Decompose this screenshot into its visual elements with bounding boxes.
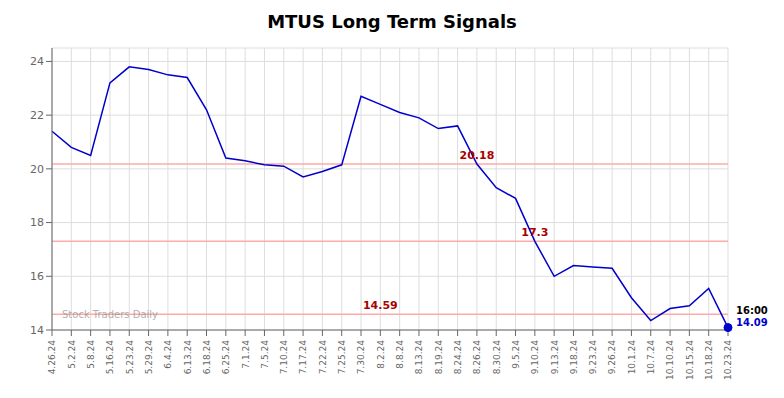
svg-text:6.18.24: 6.18.24 [202,340,212,375]
svg-text:5.29.24: 5.29.24 [144,340,154,375]
svg-text:20: 20 [30,163,44,176]
svg-text:6.25.24: 6.25.24 [221,340,231,375]
svg-text:7.25.24: 7.25.24 [337,340,347,375]
svg-text:18: 18 [30,216,44,229]
svg-text:10.23.24: 10.23.24 [723,340,733,380]
svg-text:10.7.24: 10.7.24 [646,340,656,375]
svg-text:5.23.24: 5.23.24 [125,340,135,375]
svg-text:9.10.24: 9.10.24 [530,340,540,375]
svg-text:8.24.24: 8.24.24 [453,340,463,375]
svg-text:20.18: 20.18 [460,149,495,162]
svg-text:7.30.24: 7.30.24 [356,340,366,375]
svg-text:9.5.24: 9.5.24 [511,340,521,369]
svg-text:9.18.24: 9.18.24 [569,340,579,375]
svg-text:6.4.24: 6.4.24 [163,340,173,369]
svg-text:8.13.24: 8.13.24 [414,340,424,375]
svg-text:10.18.24: 10.18.24 [704,340,714,380]
svg-text:16:00: 16:00 [736,305,768,316]
svg-text:16: 16 [30,270,44,283]
svg-text:7.1.24: 7.1.24 [241,340,251,369]
svg-text:7.17.24: 7.17.24 [298,340,308,375]
svg-text:22: 22 [30,109,44,122]
svg-text:8.2.24: 8.2.24 [376,340,386,369]
svg-text:8.30.24: 8.30.24 [492,340,502,375]
svg-text:8.8.24: 8.8.24 [395,340,405,369]
svg-text:14.09: 14.09 [736,317,768,328]
svg-text:5.8.24: 5.8.24 [86,340,96,369]
svg-text:7.10.24: 7.10.24 [279,340,289,375]
svg-text:24: 24 [30,55,44,68]
svg-text:14: 14 [30,324,44,337]
svg-text:10.15.24: 10.15.24 [685,340,695,380]
svg-text:8.26.24: 8.26.24 [472,340,482,375]
html-text:Stock Traders Daily: Stock Traders Daily [62,309,158,320]
svg-text:8.19.24: 8.19.24 [434,340,444,375]
svg-text:9.13.24: 9.13.24 [550,340,560,375]
svg-text:7.5.24: 7.5.24 [260,340,270,369]
svg-text:17.3: 17.3 [521,226,548,239]
html-text:MTUS Long Term Signals: MTUS Long Term Signals [267,11,517,32]
svg-text:5.16.24: 5.16.24 [105,340,115,375]
svg-text:9.26.24: 9.26.24 [608,340,618,375]
svg-text:6.13.24: 6.13.24 [183,340,193,375]
svg-text:5.2.24: 5.2.24 [67,340,77,369]
svg-text:9.23.24: 9.23.24 [588,340,598,375]
svg-text:4.26.24: 4.26.24 [47,340,57,375]
svg-text:10.1.24: 10.1.24 [627,340,637,375]
svg-text:14.59: 14.59 [363,299,398,312]
svg-text:10.10.24: 10.10.24 [665,340,675,380]
svg-text:7.22.24: 7.22.24 [318,340,328,375]
